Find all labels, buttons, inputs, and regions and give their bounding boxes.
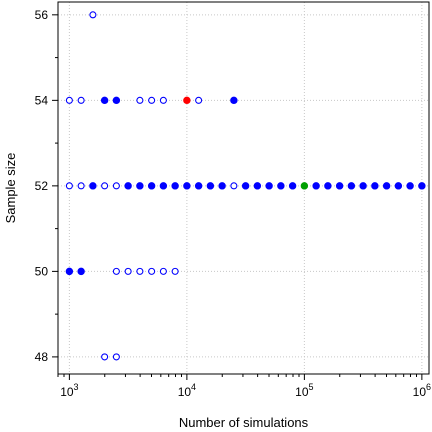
data-point bbox=[112, 353, 120, 361]
data-point bbox=[183, 182, 191, 190]
x-tick-label: 103 bbox=[60, 382, 78, 399]
data-point bbox=[241, 182, 250, 190]
data-point bbox=[159, 182, 168, 190]
data-point bbox=[230, 96, 238, 105]
data-point bbox=[112, 96, 121, 105]
data-point bbox=[195, 96, 203, 104]
data-point bbox=[65, 96, 73, 104]
data-point bbox=[218, 182, 226, 190]
data-point bbox=[148, 96, 156, 104]
y-axis-ticks: 48 50 52 54 56 bbox=[35, 8, 58, 364]
data-point bbox=[418, 182, 426, 190]
data-point bbox=[147, 182, 156, 190]
data-point bbox=[183, 96, 191, 105]
plot-frame bbox=[57, 1, 430, 375]
y-axis-label: Sample size bbox=[3, 153, 18, 224]
data-point bbox=[171, 182, 179, 190]
data-point bbox=[124, 267, 132, 275]
y-tick-label: 56 bbox=[35, 8, 49, 22]
data-point bbox=[288, 182, 297, 190]
data-point bbox=[112, 267, 120, 275]
data-point bbox=[77, 267, 85, 276]
data-point bbox=[394, 182, 403, 190]
data-point bbox=[101, 353, 109, 361]
data-point bbox=[159, 96, 167, 104]
data-point bbox=[89, 182, 97, 190]
x-tick-label: 105 bbox=[295, 382, 313, 399]
data-point bbox=[382, 182, 391, 190]
data-point bbox=[77, 182, 85, 190]
data-point bbox=[171, 267, 179, 275]
data-point bbox=[136, 267, 144, 275]
data-point bbox=[206, 182, 215, 190]
y-tick-label: 54 bbox=[35, 93, 49, 107]
data-points bbox=[65, 11, 426, 361]
data-point bbox=[253, 182, 262, 190]
data-point bbox=[371, 182, 379, 190]
data-point bbox=[136, 96, 144, 104]
data-point bbox=[65, 267, 74, 276]
y-tick-label: 48 bbox=[35, 350, 49, 364]
y-tick-label: 50 bbox=[35, 264, 49, 278]
data-point bbox=[335, 182, 344, 190]
data-point bbox=[89, 11, 97, 19]
data-point bbox=[136, 182, 144, 190]
data-point bbox=[300, 182, 309, 190]
data-point bbox=[324, 182, 332, 190]
data-point bbox=[159, 267, 167, 275]
data-point bbox=[100, 96, 109, 105]
data-point bbox=[312, 182, 320, 190]
data-point bbox=[77, 96, 85, 104]
data-point bbox=[277, 182, 285, 190]
x-tick-label: 104 bbox=[178, 382, 196, 399]
data-point bbox=[65, 182, 73, 190]
data-point bbox=[101, 182, 109, 190]
data-point bbox=[148, 267, 156, 275]
y-tick-label: 52 bbox=[35, 179, 49, 193]
data-point bbox=[230, 182, 238, 190]
data-point bbox=[347, 182, 356, 190]
data-point bbox=[359, 182, 367, 190]
x-axis-label: Number of simulations bbox=[179, 415, 309, 430]
x-axis-ticks: 103 104 105 106 bbox=[57, 374, 431, 399]
data-point bbox=[194, 182, 203, 190]
data-point bbox=[265, 182, 273, 190]
data-point bbox=[406, 182, 414, 190]
x-tick-label: 106 bbox=[413, 382, 431, 399]
data-point bbox=[112, 182, 120, 190]
data-point bbox=[124, 182, 132, 190]
